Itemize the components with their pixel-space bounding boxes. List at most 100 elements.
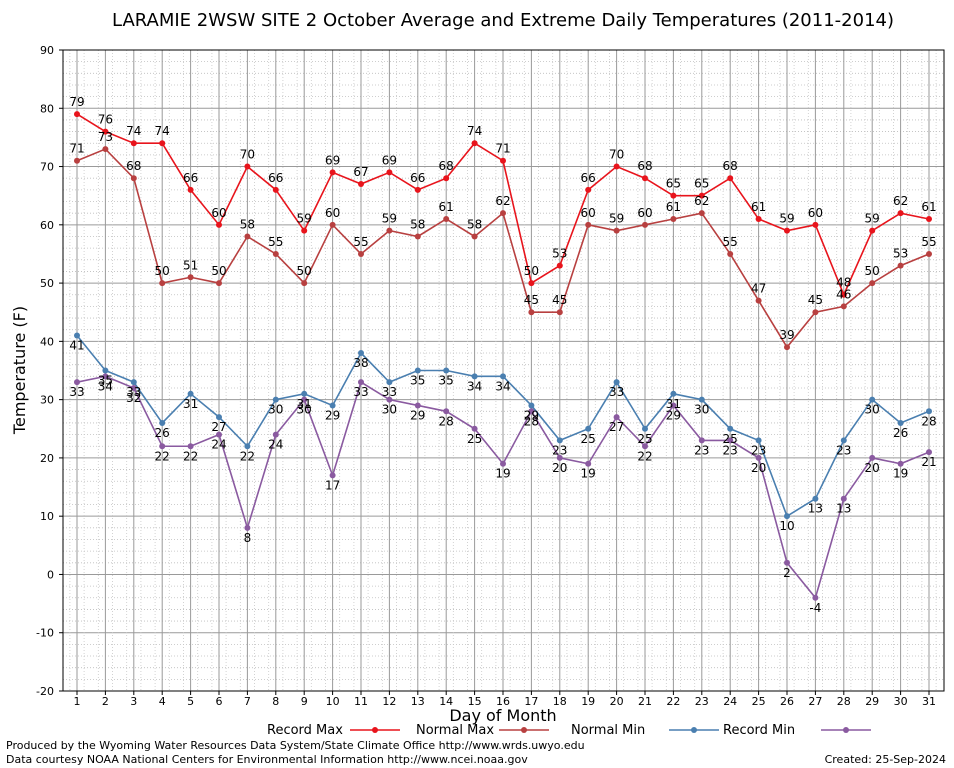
normal-max-point	[869, 280, 876, 287]
record-min-data-label: 20	[552, 461, 567, 475]
record-min-point	[159, 443, 166, 450]
normal-max-point	[727, 250, 734, 257]
normal-min-point	[500, 373, 506, 380]
normal-min-point	[130, 379, 137, 386]
normal-max-data-label: 51	[183, 258, 198, 272]
x-tick-label: 23	[695, 695, 709, 708]
record-min-data-label: 20	[865, 461, 880, 475]
record-max-point	[102, 128, 109, 135]
normal-max-data-label: 45	[808, 293, 823, 307]
x-tick-label: 31	[922, 695, 936, 708]
record-min-point	[784, 559, 790, 566]
record-max-point	[670, 192, 677, 199]
x-tick-label: 25	[752, 695, 766, 708]
record-min-legend-marker	[843, 727, 849, 733]
record-max-point	[869, 227, 876, 234]
record-min-data-label: 28	[439, 414, 454, 428]
normal-min-point	[528, 402, 535, 409]
record-min-point	[500, 460, 506, 467]
record-max-point	[358, 181, 364, 188]
record-min-point	[471, 425, 478, 432]
record-min-data-label: 23	[694, 443, 709, 457]
normal-max-point	[698, 210, 705, 217]
normal-min-data-label: 29	[325, 408, 340, 422]
normal-min-data-label: 30	[694, 403, 709, 417]
record-min-data-label: 24	[211, 438, 226, 452]
record-max-data-label: 66	[581, 171, 596, 185]
record-max-data-label: 66	[410, 171, 425, 185]
record-min-point	[556, 454, 563, 461]
x-tick-label: 3	[130, 695, 137, 708]
record-max-legend-label: Record Max	[267, 723, 343, 738]
normal-max-point	[102, 146, 109, 153]
normal-max-point	[329, 221, 336, 228]
record-max-data-label: 50	[524, 264, 539, 278]
record-max-point	[642, 175, 648, 182]
record-min-data-label: 29	[666, 408, 681, 422]
record-min-point	[670, 402, 677, 409]
x-tick-label: 4	[159, 695, 166, 708]
normal-min-data-label: 10	[779, 519, 794, 533]
normal-min-data-label: 30	[268, 403, 283, 417]
record-min-point	[869, 454, 876, 461]
record-max-point	[272, 186, 279, 193]
record-max-point	[755, 215, 762, 222]
record-min-point	[414, 402, 421, 409]
normal-max-point	[443, 215, 450, 222]
normal-min-data-label: 35	[410, 374, 425, 388]
x-tick-label: 7	[244, 695, 251, 708]
normal-min-point	[272, 396, 279, 403]
normal-min-data-label: 34	[495, 379, 510, 393]
x-tick-label: 2	[102, 695, 109, 708]
normal-min-point	[897, 419, 904, 426]
normal-min-legend-label: Normal Min	[571, 723, 645, 738]
normal-min-data-label: 25	[581, 432, 596, 446]
record-min-data-label: 19	[893, 467, 908, 481]
normal-max-data-label: 61	[439, 200, 454, 214]
normal-max-data-label: 58	[410, 217, 425, 231]
normal-max-data-label: 61	[666, 200, 681, 214]
record-min-data-label: 21	[921, 455, 936, 469]
record-min-point	[358, 379, 364, 386]
created-date: Created: 25-Sep-2024	[824, 753, 946, 766]
normal-max-legend-label: Normal Max	[416, 723, 494, 738]
x-tick-label: 10	[326, 695, 340, 708]
record-min-point	[897, 460, 904, 467]
record-min-point	[755, 454, 762, 461]
record-max-data-label: 68	[723, 159, 738, 173]
normal-max-point	[755, 297, 762, 304]
normal-max-data-label: 50	[211, 264, 226, 278]
normal-max-data-label: 62	[495, 194, 510, 208]
normal-max-data-label: 58	[467, 217, 482, 231]
x-tick-label: 22	[666, 695, 680, 708]
normal-max-point	[386, 227, 393, 234]
y-tick-label: 60	[40, 219, 54, 232]
normal-max-data-label: 58	[240, 217, 255, 231]
x-tick-label: 16	[496, 695, 510, 708]
normal-max-point	[187, 274, 194, 281]
normal-max-data-label: 47	[751, 282, 766, 296]
chart-title: LARAMIE 2WSW SITE 2 October Average and …	[112, 10, 894, 31]
x-tick-label: 1	[74, 695, 81, 708]
record-min-legend-label: Record Min	[723, 723, 795, 738]
record-min-data-label: 30	[297, 403, 312, 417]
normal-max-data-label: 50	[155, 264, 170, 278]
normal-min-point	[642, 425, 648, 432]
record-min-point	[812, 594, 819, 601]
normal-max-point	[358, 250, 364, 257]
normal-min-data-label: 35	[98, 374, 113, 388]
normal-max-data-label: 59	[382, 212, 397, 226]
legend: Record Max Normal Max Normal Min Record Min	[267, 723, 871, 738]
record-max-point	[130, 140, 137, 147]
record-min-point	[102, 373, 109, 380]
normal-max-point	[556, 309, 563, 316]
record-max-point	[500, 157, 506, 164]
normal-max-data-label: 60	[325, 206, 340, 220]
normal-min-data-label: 30	[865, 403, 880, 417]
normal-min-data-label: 26	[155, 426, 170, 440]
data-labels: 79 76 74 74 66 60 70 66 59 69 67 69 66 68 74 71 50 53 66 70…	[69, 95, 936, 615]
record-max-point	[301, 227, 308, 234]
record-max-point	[812, 221, 819, 228]
